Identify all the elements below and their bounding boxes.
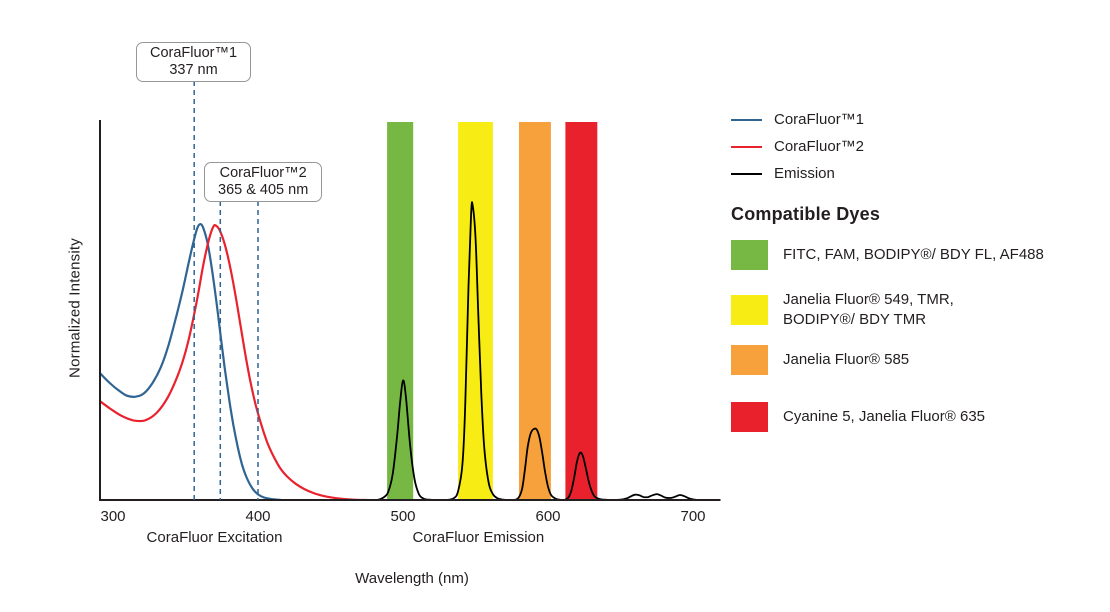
excitation-section-label: CoraFluor Excitation bbox=[146, 529, 283, 546]
dye-item-jf549: Janelia Fluor® 549, TMR, BODIPY®/ BDY TM… bbox=[731, 290, 1106, 330]
x-tick-label: 700 bbox=[680, 508, 706, 525]
corafluor1-line-icon bbox=[731, 118, 762, 121]
dye-item-jf585: Janelia Fluor® 585 bbox=[731, 345, 1106, 375]
filter-band-2 bbox=[519, 122, 551, 500]
callout-corafluor2-title: CoraFluor™2 bbox=[219, 165, 307, 181]
spectrum-curve-0 bbox=[100, 223, 282, 501]
compatible-dyes-heading: Compatible Dyes bbox=[731, 204, 881, 224]
callout-corafluor1-value: 337 nm bbox=[169, 62, 218, 78]
legend-item-corafluor2: CoraFluor™2 bbox=[731, 133, 1106, 160]
callout-corafluor1: CoraFluor™1 337 nm bbox=[136, 42, 252, 82]
dye-label: FITC, FAM, BODIPY®/ BDY FL, AF488 bbox=[783, 246, 1044, 263]
green-band-swatch bbox=[731, 240, 768, 270]
red-band-swatch bbox=[731, 402, 768, 432]
callout-corafluor2-value: 365 & 405 nm bbox=[218, 182, 309, 198]
x-tick-label: 300 bbox=[100, 508, 126, 525]
dye-label: Cyanine 5, Janelia Fluor® 635 bbox=[783, 408, 986, 425]
x-tick-label: 400 bbox=[245, 508, 271, 525]
dye-item-cy5: Cyanine 5, Janelia Fluor® 635 bbox=[731, 402, 1106, 432]
orange-band-swatch bbox=[731, 345, 768, 375]
plot-axes bbox=[99, 120, 721, 501]
x-axis-label: Wavelength (nm) bbox=[355, 570, 469, 587]
legend-item-corafluor1: CoraFluor™1 bbox=[731, 106, 1106, 133]
corafluor2-line-icon bbox=[731, 145, 762, 148]
dye-label: Janelia Fluor® 585 bbox=[783, 351, 910, 368]
x-tick-label: 600 bbox=[535, 508, 561, 525]
legend-panel: CoraFluor™1 CoraFluor™2 Emission Compati… bbox=[731, 106, 1106, 432]
callout-corafluor1-title: CoraFluor™1 bbox=[150, 45, 238, 61]
emission-section-label: CoraFluor Emission bbox=[412, 529, 545, 546]
filter-band-3 bbox=[565, 122, 598, 500]
legend-label: Emission bbox=[774, 165, 835, 182]
emission-line-icon bbox=[731, 172, 762, 175]
spectra-plot bbox=[99, 81, 721, 501]
legend-label: CoraFluor™1 bbox=[774, 111, 865, 128]
spectrum-curve-2 bbox=[337, 201, 698, 501]
dye-item-fitc: FITC, FAM, BODIPY®/ BDY FL, AF488 bbox=[731, 240, 1106, 270]
y-axis-label: Normalized Intensity bbox=[66, 238, 84, 378]
callout-corafluor2: CoraFluor™2 365 & 405 nm bbox=[204, 162, 323, 202]
yellow-band-swatch bbox=[731, 295, 768, 325]
legend-item-emission: Emission bbox=[731, 160, 1106, 187]
legend-label: CoraFluor™2 bbox=[774, 138, 865, 155]
dye-label: Janelia Fluor® 549, TMR, BODIPY®/ BDY TM… bbox=[783, 291, 954, 328]
x-tick-label: 500 bbox=[390, 508, 416, 525]
spectrum-curve-1 bbox=[100, 224, 367, 501]
